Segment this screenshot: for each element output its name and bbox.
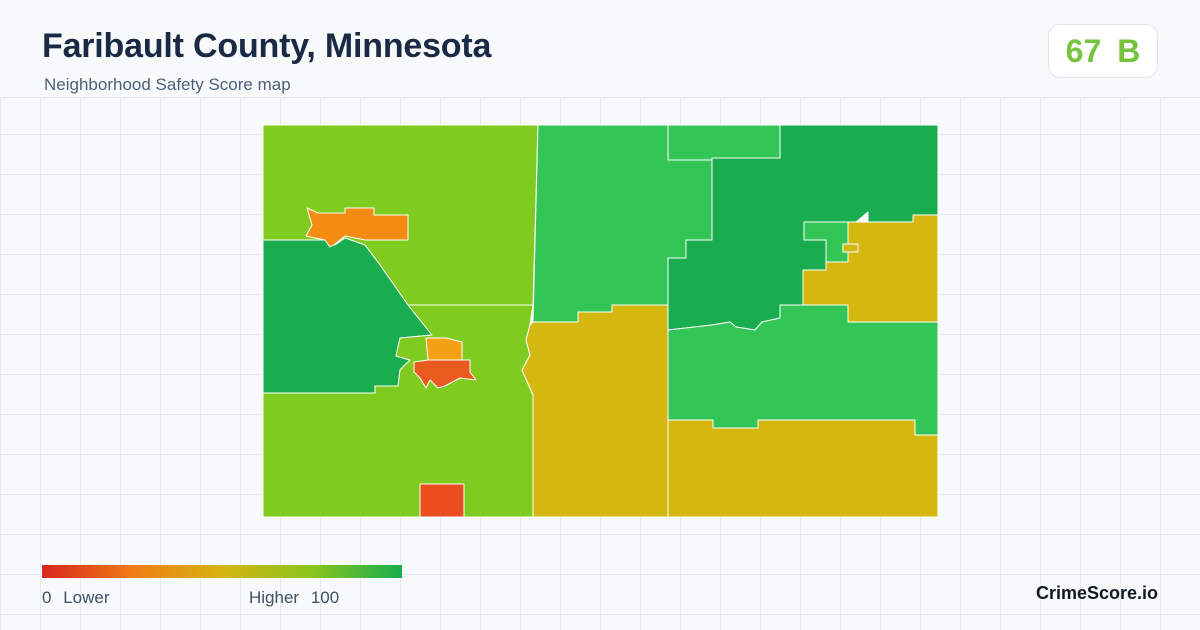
region-central-town-north[interactable] [425,337,463,361]
page-subtitle: Neighborhood Safety Score map [44,75,291,94]
header-band [0,0,1200,98]
region-north-annex[interactable] [667,124,781,161]
score-value: 67 [1065,32,1102,69]
score-grade: B [1117,32,1141,69]
legend-high: Higher 100 [249,588,339,608]
region-south-town[interactable] [419,483,465,518]
region-northeast-town[interactable] [803,221,849,263]
legend-gradient [42,565,402,578]
legend-high-value: 100 [310,588,340,607]
region-northeast-town-parcel[interactable] [842,243,859,253]
region-central-south-township[interactable] [521,304,669,518]
brand-logo-text[interactable]: CrimeScore.io [1035,583,1158,603]
legend-low-label: Lower [63,588,110,607]
safety-score-badge: 67 B [1048,24,1158,78]
region-central-town-south[interactable] [413,359,477,389]
region-southeast-township[interactable] [667,419,939,518]
legend-color-scale [42,565,402,578]
region-northwest-town[interactable] [305,207,409,248]
page-title: Faribault County, Minnesota [42,27,492,65]
legend-low-value: 0 [42,588,52,607]
legend-low: 0 Lower [42,588,110,608]
legend-high-label: Higher [249,588,300,607]
